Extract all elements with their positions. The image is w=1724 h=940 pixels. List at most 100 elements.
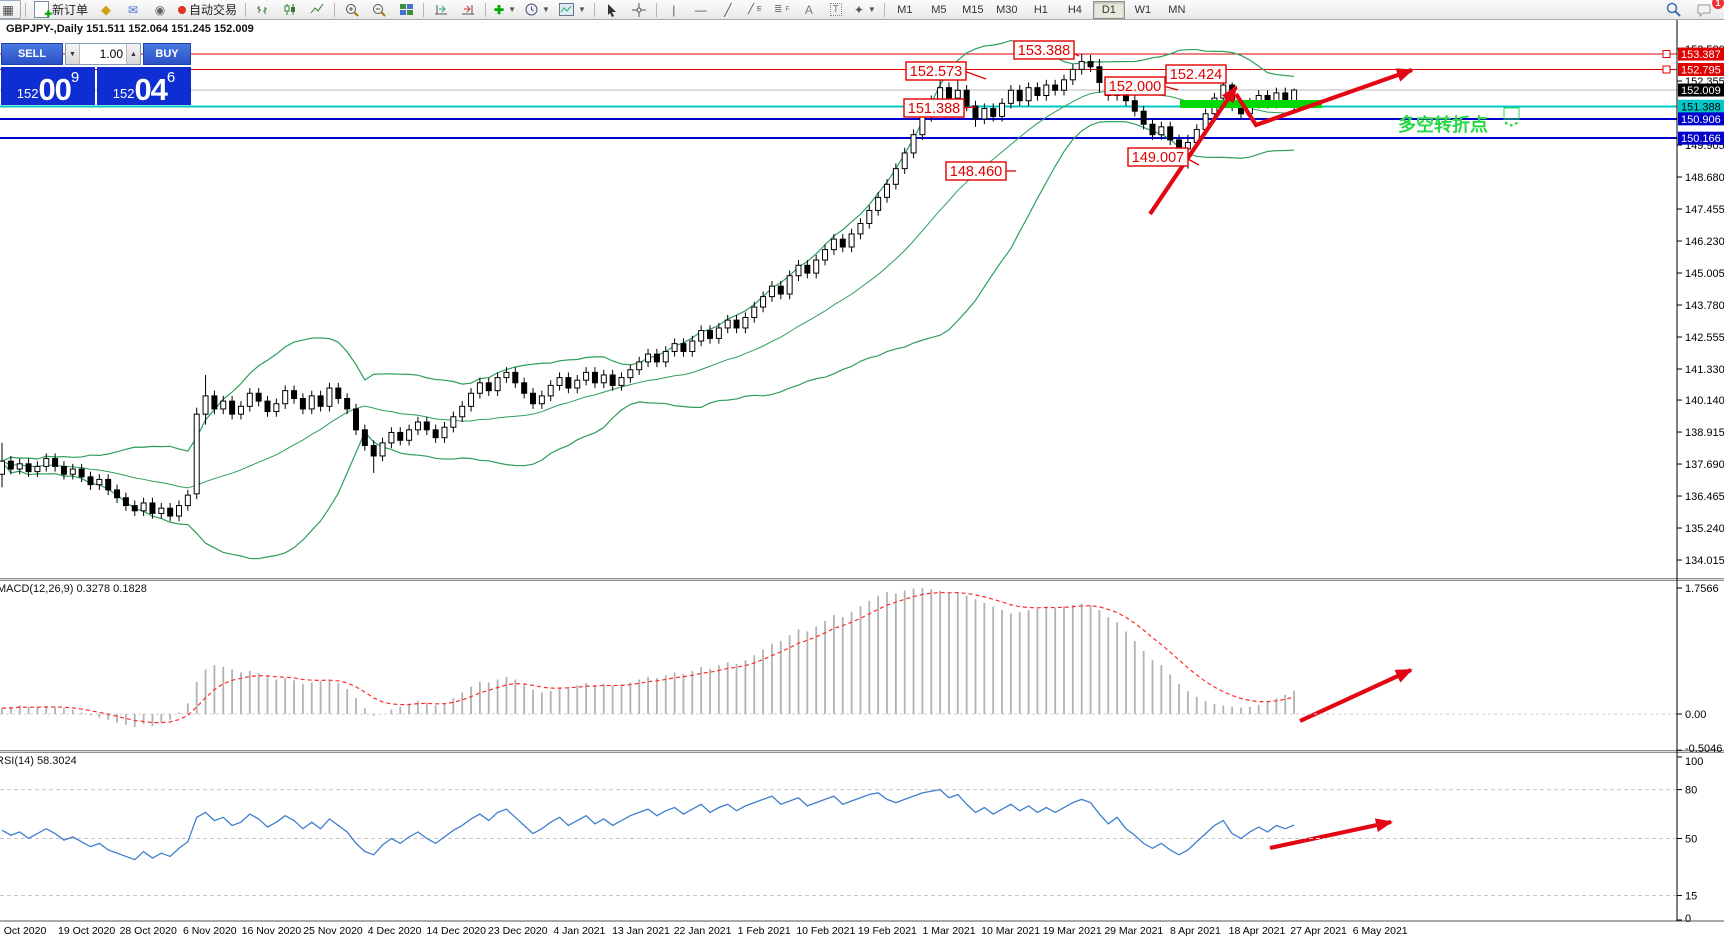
candlestick-chart-button[interactable]	[277, 0, 303, 19]
metaeditor-button[interactable]: ◆	[93, 0, 119, 19]
price-annotation-box[interactable]: 152.573	[905, 61, 987, 81]
chart-window-icon[interactable]: ▦	[0, 0, 21, 19]
fibonacci-button[interactable]: ≣ F	[774, 4, 790, 15]
date-tick-label: 1 Feb 2021	[738, 925, 791, 937]
notifications-button[interactable]: 1	[1692, 0, 1724, 19]
trend-arrow-2[interactable]	[1234, 68, 1414, 128]
auto-scroll-button[interactable]	[428, 0, 454, 19]
candle	[406, 429, 413, 441]
date-tick-label: 19 Oct 2020	[58, 925, 115, 937]
price-annotation-box[interactable]: 153.388	[1013, 40, 1080, 60]
volume-input[interactable]: 1.00	[99, 47, 123, 61]
tf-button-H1[interactable]: H1	[1033, 3, 1048, 16]
period-dropdown[interactable]: ▼	[521, 0, 554, 19]
arrows-dropdown[interactable]: ✦ ▼	[853, 2, 876, 17]
tf-button-M1[interactable]: M1	[897, 3, 913, 16]
bid-price[interactable]: 152 00 9	[1, 67, 95, 105]
cursor-button[interactable]	[599, 0, 625, 19]
text-button[interactable]: A	[804, 2, 813, 17]
volume-decrease-button[interactable]: ▼	[66, 44, 80, 64]
tf-button-M5[interactable]: M5	[931, 3, 947, 16]
templates-dropdown[interactable]: ▼	[555, 0, 590, 19]
candle	[963, 89, 970, 107]
terminal-button[interactable]: ✉	[120, 0, 146, 19]
candle	[476, 382, 483, 394]
trendline-button[interactable]: ╱	[724, 2, 732, 17]
svg-text:152.795: 152.795	[1681, 65, 1721, 77]
candle	[361, 429, 368, 447]
candle	[1007, 89, 1014, 104]
horizontal-line-button[interactable]: —	[694, 2, 707, 17]
tf-button-MN[interactable]: MN	[1168, 3, 1186, 16]
date-tick-label: 29 Mar 2021	[1104, 925, 1163, 937]
timeframe-group: M1 M5 M15 M30 H1 H4 D1 W1 MN	[889, 0, 1193, 19]
candle	[795, 264, 802, 277]
zoom-out-button[interactable]	[366, 0, 392, 19]
line-handle-icon[interactable]	[1662, 50, 1671, 59]
tf-button-H4[interactable]: H4	[1067, 3, 1082, 16]
signals-button[interactable]: ◉	[147, 0, 173, 19]
candle	[220, 400, 227, 410]
buy-button[interactable]: BUY	[143, 43, 191, 65]
trend-arrow-1[interactable]	[1148, 85, 1238, 216]
cn-annotation-label[interactable]: 多空转折点	[1398, 114, 1488, 135]
chart-shift-button[interactable]	[455, 0, 481, 19]
candle	[547, 384, 554, 397]
price-tick-label: 142.555	[1685, 332, 1724, 344]
candle	[813, 259, 820, 274]
panel-separator[interactable]	[0, 578, 1724, 580]
tf-button-M15[interactable]: M15	[962, 3, 984, 16]
tf-button-M30[interactable]: M30	[996, 3, 1018, 16]
tf-button-W1[interactable]: W1	[1134, 3, 1152, 16]
support-zone-bar[interactable]	[1180, 100, 1322, 108]
tile-windows-button[interactable]	[393, 0, 419, 19]
toolbar-separator	[245, 2, 247, 17]
price-tick-label: 148.680	[1685, 172, 1724, 184]
rsi-scale-label: 80	[1685, 785, 1697, 797]
svg-text:152.000: 152.000	[1109, 79, 1161, 95]
price-tag-150.166: 150.166	[1678, 131, 1724, 145]
volume-increase-button[interactable]: ▲	[126, 44, 140, 64]
vertical-line-button[interactable]: |	[672, 2, 676, 17]
candle	[450, 416, 457, 428]
new-order-button[interactable]: ✚ 新订单	[30, 0, 92, 19]
toolbar-right-group: 1	[1660, 0, 1724, 19]
trend-arrow-4[interactable]	[1269, 818, 1393, 851]
date-tick-label: 10 Feb 2021	[796, 925, 855, 937]
date-tick-label: 6 Nov 2020	[183, 925, 237, 937]
line-handle-icon[interactable]	[1662, 65, 1671, 74]
trend-arrow-3[interactable]	[1299, 668, 1413, 723]
date-tick-label: 14 Dec 2020	[426, 925, 486, 937]
ask-price[interactable]: 152 04 6	[97, 67, 191, 105]
line-chart-button[interactable]	[304, 0, 330, 19]
svg-text:150.166: 150.166	[1681, 133, 1721, 145]
indicators-dropdown[interactable]: ✚ ▼	[494, 2, 517, 17]
bar-chart-button[interactable]	[250, 0, 276, 19]
price-annotation-box[interactable]: 152.000	[1104, 76, 1179, 96]
date-tick-label: 16 Nov 2020	[242, 925, 302, 937]
price-tick-label: 135.240	[1685, 523, 1724, 535]
price-annotation-box[interactable]: 148.460	[945, 161, 1016, 181]
svg-text:151.388: 151.388	[1681, 101, 1721, 113]
price-annotation-box[interactable]: 149.007	[1127, 147, 1200, 167]
search-button[interactable]	[1660, 0, 1686, 19]
zoom-in-button[interactable]	[339, 0, 365, 19]
candle	[211, 395, 218, 410]
candle	[1078, 61, 1085, 70]
crosshair-button[interactable]	[626, 0, 652, 19]
price-chart-canvas[interactable]: 153.388 152.573 152.424 152.000 151.388 149.0…	[0, 20, 1724, 940]
bid-big-figure: 152	[16, 86, 39, 101]
text-label-button[interactable]: T	[823, 0, 849, 19]
text-label-icon: T	[829, 3, 842, 16]
panel-separator[interactable]	[0, 750, 1724, 752]
autotrading-button[interactable]: 自动交易	[174, 0, 241, 19]
channel-button[interactable]: ╱ E	[748, 4, 762, 15]
tf-button-D1[interactable]: D1	[1092, 0, 1125, 19]
date-axis[interactable]: Oct 2020 19 Oct 2020 28 Oct 2020 6 Nov 2020…	[4, 925, 1408, 937]
candle	[512, 371, 519, 384]
candle	[680, 343, 687, 352]
sell-button[interactable]: SELL	[1, 43, 63, 65]
macd-scale-label: 0.00	[1685, 709, 1706, 721]
price-annotation-box[interactable]: 151.388	[903, 98, 977, 118]
candle	[1167, 126, 1174, 141]
